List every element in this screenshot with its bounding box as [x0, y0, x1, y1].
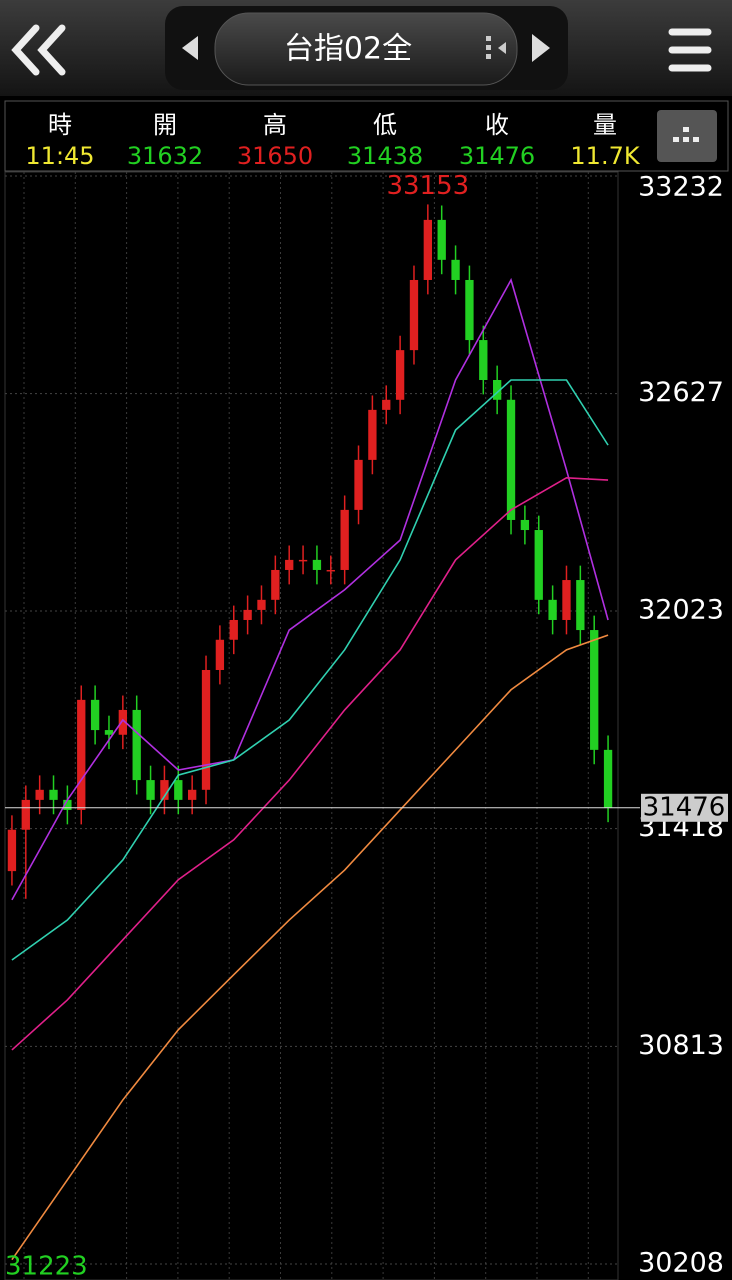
candle-body	[49, 789, 58, 800]
candle-body	[132, 709, 141, 781]
candle-body	[104, 730, 114, 735]
y-tick-label: 32023	[638, 594, 724, 625]
candle-body	[215, 639, 225, 670]
candle-body	[201, 669, 211, 790]
candle-body	[479, 340, 488, 380]
candle-body	[534, 530, 543, 600]
y-tick-label: 30208	[638, 1248, 724, 1279]
candle-body	[63, 799, 72, 810]
candle-body	[118, 709, 127, 735]
candle-body	[423, 219, 432, 280]
candle-body	[576, 580, 585, 631]
quote-label: 量	[593, 111, 617, 139]
candle-body	[520, 519, 530, 531]
last-price-label: 31476	[643, 792, 726, 822]
moving-average	[11, 277, 609, 901]
quote-toggle[interactable]	[657, 110, 717, 162]
candle-body	[382, 399, 391, 410]
moving-average	[11, 379, 609, 961]
quote-value: 11:45	[25, 142, 94, 170]
quote-box	[4, 100, 729, 172]
candle-body	[451, 259, 460, 280]
last-price-box	[641, 793, 728, 822]
candle-body	[243, 609, 252, 620]
candle-body	[506, 399, 516, 520]
quote-toggle-icon	[673, 127, 699, 142]
candle-body	[35, 789, 44, 800]
candle-body	[285, 559, 294, 570]
candle-body	[257, 599, 266, 610]
candle-body	[354, 459, 363, 510]
candle-body	[77, 699, 86, 810]
y-tick-label: 33232	[638, 172, 724, 203]
quote-label: 高	[263, 111, 287, 139]
plot-area	[4, 171, 619, 1280]
candle-body	[340, 509, 349, 570]
quote-value: 11.7K	[570, 142, 640, 170]
high-label: 33153	[386, 171, 469, 201]
candle-body	[21, 799, 30, 830]
candle-body	[465, 279, 474, 341]
low-label: 31223	[5, 1252, 88, 1280]
y-tick-label: 32627	[638, 377, 724, 408]
candle-body	[7, 829, 17, 872]
candle-body	[229, 619, 238, 640]
candle-body	[188, 789, 197, 800]
candle-body	[437, 219, 446, 260]
candle-body	[160, 780, 169, 800]
candle-body	[409, 279, 419, 351]
y-tick-label: 30813	[638, 1030, 724, 1061]
candle-body	[590, 630, 599, 750]
back-button[interactable]	[11, 24, 66, 76]
candle-body	[90, 699, 100, 731]
title: 台指02全	[284, 32, 412, 67]
next-button[interactable]	[532, 34, 550, 62]
quote-label: 時	[48, 111, 72, 139]
candle-body	[271, 569, 280, 600]
candle-body	[326, 569, 335, 572]
candle-body	[174, 780, 183, 800]
quote-label: 低	[373, 111, 397, 139]
quote-label: 收	[485, 111, 509, 139]
quote-value: 31632	[127, 142, 203, 170]
prev-button[interactable]	[182, 36, 198, 60]
moving-average	[11, 634, 609, 1261]
quote-value: 31438	[347, 142, 423, 170]
candle-body	[548, 599, 557, 620]
candle-body	[312, 559, 322, 570]
switch-icon[interactable]	[486, 36, 506, 59]
quote-label: 開	[153, 111, 177, 139]
candle-body	[562, 580, 571, 620]
quote-value: 31476	[459, 142, 535, 170]
moving-average	[11, 477, 609, 1051]
candle-body	[368, 409, 377, 460]
candle-body	[395, 350, 405, 400]
candle-body	[298, 559, 308, 562]
menu-button[interactable]	[668, 28, 712, 72]
candle-body	[493, 380, 502, 400]
candle-body	[603, 749, 613, 808]
quote-value: 31650	[237, 142, 313, 170]
candle-body	[146, 780, 155, 800]
title-pill[interactable]	[214, 12, 518, 86]
